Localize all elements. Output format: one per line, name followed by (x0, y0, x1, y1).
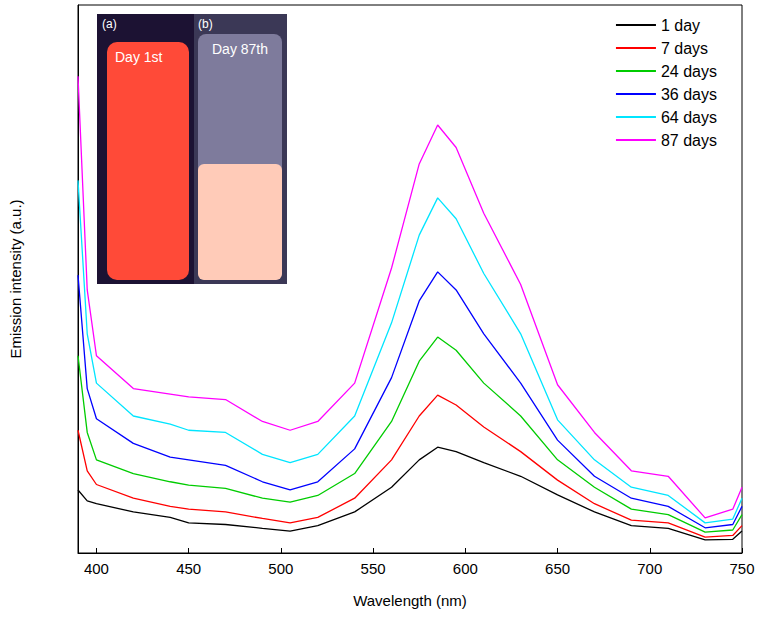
svg-text:(b): (b) (198, 17, 213, 31)
svg-text:(a): (a) (102, 17, 117, 31)
svg-text:36 days: 36 days (661, 86, 717, 103)
svg-text:600: 600 (453, 560, 478, 577)
svg-text:87 days: 87 days (661, 132, 717, 149)
svg-text:550: 550 (361, 560, 386, 577)
svg-text:64 days: 64 days (661, 109, 717, 126)
svg-text:1 day: 1 day (661, 17, 700, 34)
svg-text:750: 750 (729, 560, 754, 577)
svg-text:7 days: 7 days (661, 40, 708, 57)
svg-text:450: 450 (176, 560, 201, 577)
svg-text:700: 700 (637, 560, 662, 577)
svg-text:650: 650 (545, 560, 570, 577)
svg-text:400: 400 (84, 560, 109, 577)
svg-text:Emission intensity (a.u.): Emission intensity (a.u.) (7, 199, 24, 358)
svg-text:500: 500 (268, 560, 293, 577)
svg-text:Wavelength (nm): Wavelength (nm) (353, 592, 467, 609)
svg-text:24 days: 24 days (661, 63, 717, 80)
svg-text:Day 87th: Day 87th (212, 41, 268, 57)
svg-text:Day 1st: Day 1st (115, 49, 163, 65)
